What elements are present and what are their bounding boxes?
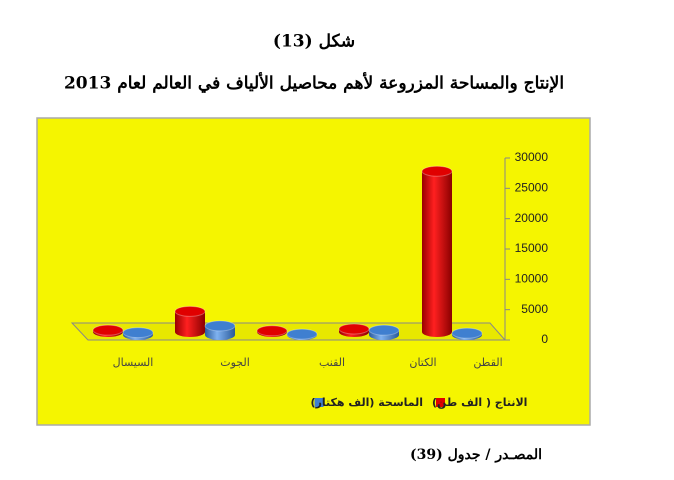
plot-background — [36, 117, 591, 426]
legend-label: الماسحة (الف هكتار) — [311, 396, 424, 409]
x-tick-label: الجوت — [220, 356, 250, 369]
y-tick-label: 10000 — [515, 272, 549, 286]
bar-part — [122, 327, 154, 339]
x-tick-label: القطن — [473, 356, 502, 369]
x-tick-label: الكتان — [409, 356, 436, 369]
bar — [122, 327, 154, 340]
bar — [368, 324, 400, 340]
legend-label: الانتاج ( الف طن) — [432, 396, 527, 410]
bar — [174, 305, 206, 337]
source: المصـدر / جدول (39) — [410, 447, 542, 463]
bar-part — [421, 165, 453, 177]
bar-part — [174, 305, 206, 317]
bar — [421, 165, 453, 337]
y-tick-label: 0 — [541, 332, 548, 346]
bar-part — [92, 324, 124, 336]
bar — [256, 325, 288, 337]
y-tick-label: 5000 — [521, 302, 548, 316]
bar — [338, 323, 370, 337]
y-tick-label: 20000 — [515, 211, 549, 225]
y-tick-label: 25000 — [515, 181, 549, 195]
bar-part — [368, 324, 400, 336]
bar — [451, 327, 483, 340]
y-tick-label: 15000 — [515, 241, 549, 255]
legend-swatch — [436, 398, 445, 407]
bar — [204, 320, 236, 340]
bar-part — [422, 171, 452, 332]
bar-part — [338, 323, 370, 335]
bar-part — [256, 325, 288, 337]
y-tick-label: 30000 — [515, 150, 549, 164]
x-tick-label: السيسال — [113, 356, 154, 369]
figure-label: شكل (13) — [273, 32, 355, 52]
chart-title: الإنتاج والمساحة المزروعة لأهم محاصيل ال… — [64, 72, 564, 94]
bar — [92, 324, 124, 337]
bar — [286, 328, 318, 340]
bar-part — [286, 328, 318, 340]
legend-swatch — [314, 398, 324, 407]
bar-part — [175, 311, 205, 332]
bar-part — [451, 327, 483, 339]
bar-part — [204, 320, 236, 332]
x-tick-label: القنب — [319, 356, 345, 369]
